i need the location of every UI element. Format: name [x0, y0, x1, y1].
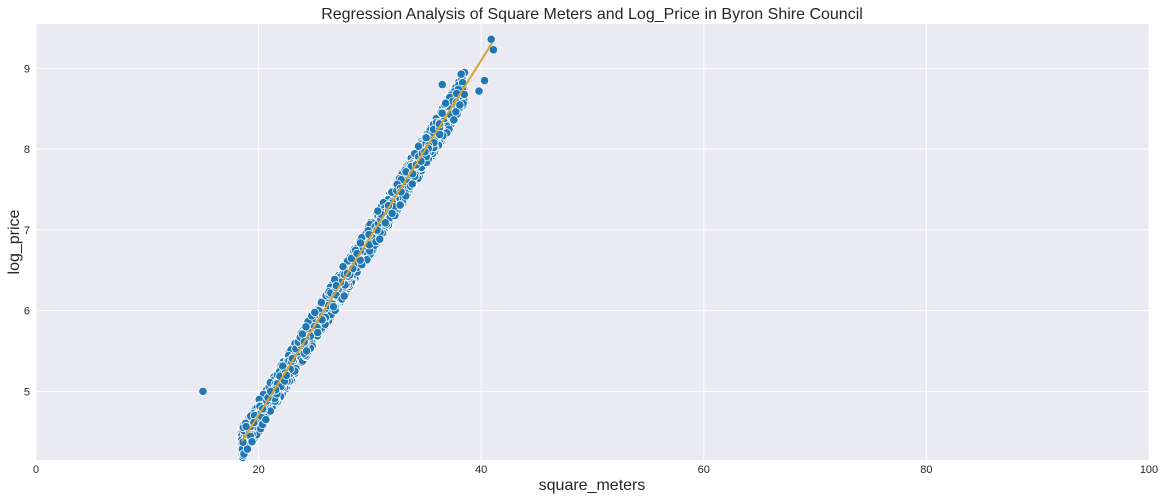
x-tick-label: 100 [1140, 464, 1158, 476]
grid-lines [35, 24, 1150, 460]
scatter-point [449, 115, 459, 125]
scatter-point [488, 45, 499, 55]
scatter-point [479, 75, 490, 86]
y-tick-label: 9 [24, 63, 30, 75]
scatter-point [198, 386, 208, 396]
y-tick-label: 6 [24, 306, 30, 318]
scatter-point [440, 98, 451, 108]
scatter-point [455, 100, 465, 110]
scatter-point [338, 262, 348, 272]
y-tick-label: 8 [24, 144, 30, 156]
scatter-point [328, 302, 339, 312]
chart-title: Regression Analysis of Square Meters and… [321, 6, 863, 23]
scatter-point [380, 218, 390, 228]
scatter-point [261, 414, 271, 425]
scatter-point [339, 291, 349, 301]
scatter-point [486, 34, 496, 44]
plot-background [36, 24, 1149, 460]
scatter-point [407, 179, 417, 189]
scatter-point [387, 208, 397, 218]
scatter-point [413, 141, 424, 151]
scatter-point [301, 322, 311, 332]
x-tick-label: 80 [920, 464, 932, 476]
scatter-point [297, 329, 307, 339]
y-axis-label: log_price [6, 209, 23, 274]
x-tick-label: 40 [475, 464, 487, 476]
scatter-point [375, 234, 385, 244]
scatter-point [456, 69, 466, 79]
scatter-point [355, 238, 366, 248]
scatter-point [242, 444, 253, 454]
scatter-point [301, 346, 312, 356]
scatter-point [395, 200, 405, 210]
x-tick-label: 20 [252, 464, 264, 476]
scatter-point [316, 297, 326, 308]
x-axis-ticks: 0 20 40 60 80 100 [33, 464, 1158, 476]
scatter-point [310, 307, 320, 317]
scatter-point [373, 206, 383, 216]
scatter-point [437, 108, 447, 118]
y-tick-label: 7 [24, 225, 30, 237]
scatter-point [474, 86, 484, 96]
scatter-point [313, 327, 323, 338]
scatter-point [247, 437, 257, 447]
x-axis-label: square_meters [539, 477, 646, 494]
scatter-point [421, 133, 431, 143]
regression-line [241, 42, 494, 442]
x-tick-label: 60 [698, 464, 710, 476]
y-tick-label: 5 [24, 386, 30, 398]
regression-line-group [241, 42, 494, 442]
scatter-point [437, 79, 447, 90]
x-tick-label: 0 [33, 464, 39, 476]
y-axis-ticks: 5 6 7 8 9 [24, 63, 30, 398]
